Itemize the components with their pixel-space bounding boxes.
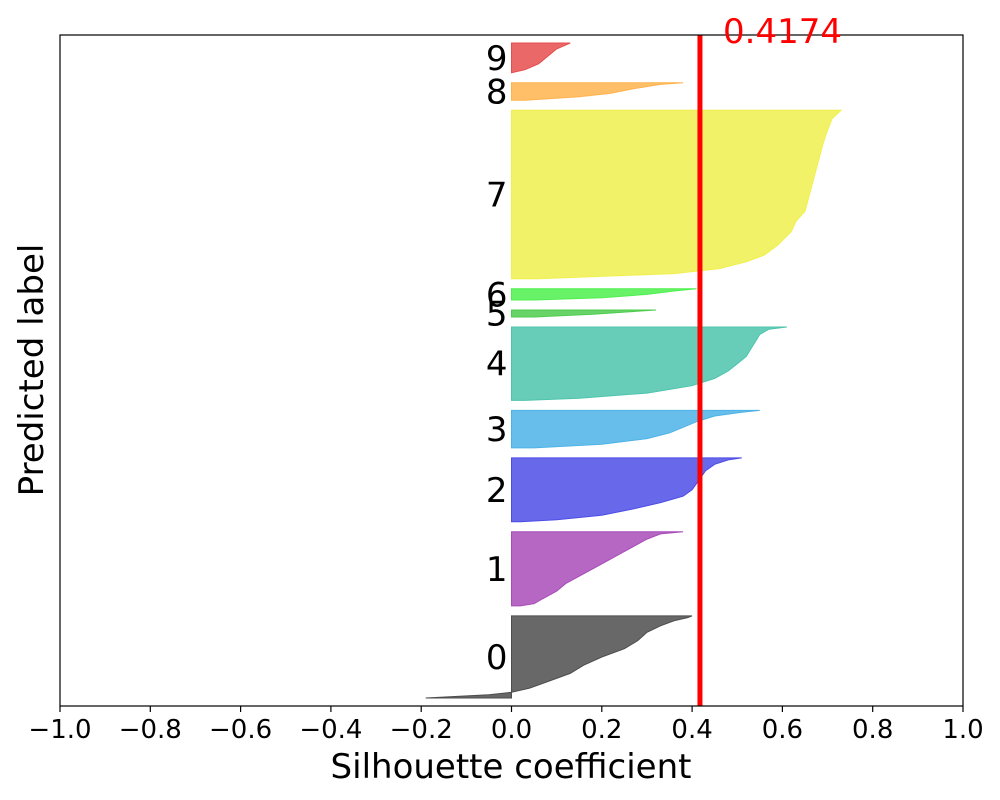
x-tick-label: 0.2 bbox=[581, 715, 622, 745]
cluster-label-1: 1 bbox=[486, 550, 508, 590]
x-axis-label: Silhouette coefficient bbox=[331, 747, 692, 787]
plot-area: 0 1 2 3 4 56 7 89 −1.0 −0.8 −0.6 −0.4 −0.2 0.0 0.2 0.4 0… bbox=[28, 34, 984, 745]
cluster-8-silhouette bbox=[511, 82, 684, 101]
x-tick-label: −0.8 bbox=[119, 715, 182, 745]
y-axis-label: Predicted label bbox=[12, 244, 52, 497]
cluster-label-6: 6 bbox=[486, 275, 508, 315]
cluster-7-silhouette bbox=[511, 109, 843, 280]
x-tick-label: 0.8 bbox=[852, 715, 893, 745]
x-tick-label: 0.0 bbox=[491, 715, 532, 745]
x-tick-label: 0.6 bbox=[762, 715, 803, 745]
x-tick-label: −0.2 bbox=[390, 715, 453, 745]
cluster-4-silhouette bbox=[511, 326, 787, 401]
x-tick-label: 1.0 bbox=[942, 715, 983, 745]
x-tick-label: −0.6 bbox=[209, 715, 272, 745]
x-tick-label: 0.4 bbox=[671, 715, 712, 745]
cluster-2-silhouette bbox=[511, 457, 742, 523]
cluster-label-5: 5 bbox=[486, 295, 508, 335]
cluster-label-4: 4 bbox=[486, 345, 508, 385]
x-tick-label: −1.0 bbox=[28, 715, 91, 745]
cluster-9-silhouette bbox=[511, 42, 571, 74]
cluster-label-3: 3 bbox=[486, 410, 508, 450]
cluster-5-silhouette bbox=[511, 309, 657, 318]
cluster-label-0: 0 bbox=[486, 638, 508, 678]
x-tick-label: −0.4 bbox=[299, 715, 362, 745]
average-value-label: 0.4174 bbox=[723, 12, 842, 52]
cluster-label-8: 8 bbox=[486, 72, 508, 112]
cluster-3-silhouette bbox=[511, 409, 760, 449]
cluster-0-silhouette bbox=[425, 615, 693, 699]
cluster-6-silhouette bbox=[511, 288, 697, 301]
cluster-label-9: 9 bbox=[486, 39, 508, 79]
cluster-1-silhouette bbox=[511, 531, 684, 607]
cluster-label-7: 7 bbox=[486, 175, 508, 215]
cluster-label-2: 2 bbox=[486, 471, 508, 511]
